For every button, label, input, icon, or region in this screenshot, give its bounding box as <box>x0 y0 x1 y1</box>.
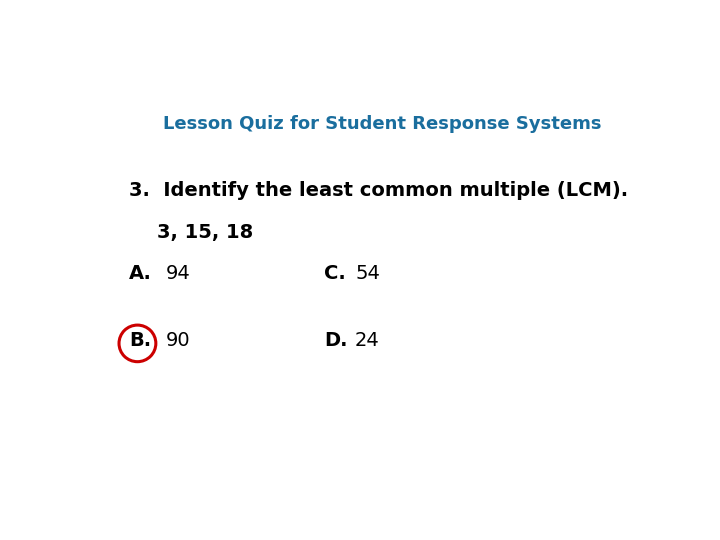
Text: 3.  Identify the least common multiple (LCM).: 3. Identify the least common multiple (L… <box>129 181 628 200</box>
Text: 3, 15, 18: 3, 15, 18 <box>157 223 253 242</box>
Text: 54: 54 <box>355 265 380 284</box>
Text: 90: 90 <box>166 331 190 350</box>
Text: 24: 24 <box>355 331 380 350</box>
Text: A.: A. <box>129 265 152 284</box>
Text: B.: B. <box>129 331 151 350</box>
Text: 94: 94 <box>166 265 190 284</box>
Text: C.: C. <box>324 265 346 284</box>
Text: Lesson Quiz for Student Response Systems: Lesson Quiz for Student Response Systems <box>163 114 601 133</box>
Text: D.: D. <box>324 331 348 350</box>
